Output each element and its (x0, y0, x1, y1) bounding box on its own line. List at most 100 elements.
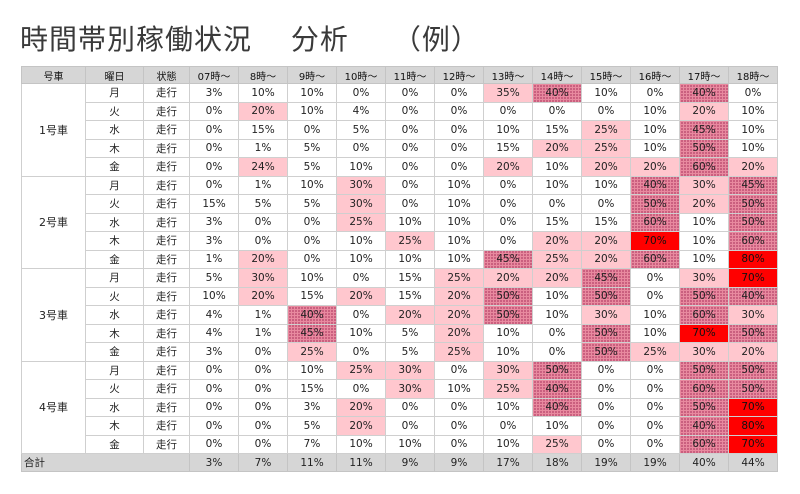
value-cell: 10% (630, 323, 680, 343)
value-cell: 24% (238, 157, 288, 177)
value-cell: 0% (581, 379, 631, 399)
table-row: 木走行 0% 0% 5% 20% 0% 0% 0% 10% 0% 0% 40% 80% (22, 416, 778, 436)
status-cell: 走行 (143, 120, 190, 140)
value-cell: 0% (483, 194, 533, 214)
value-cell: 0% (385, 120, 435, 140)
status-cell: 走行 (143, 286, 190, 306)
value-cell: 1% (238, 323, 288, 343)
value-cell: 0% (287, 231, 337, 251)
value-cell: 10% (728, 138, 778, 158)
value-cell: 50% (728, 323, 778, 343)
value-cell: 0% (189, 101, 239, 121)
value-cell: 0% (434, 157, 484, 177)
value-cell: 3% (189, 83, 239, 103)
value-cell: 10% (287, 83, 337, 103)
value-cell: 10% (728, 120, 778, 140)
value-cell: 15% (287, 379, 337, 399)
table-row: 2号車月走行 0% 1% 10% 30% 0% 10% 0% 10% 10% 40% 30% 45% (21, 175, 778, 269)
value-cell: 10% (728, 101, 778, 121)
table-row: 木走行 3% 0% 0% 10% 25% 10% 0% 20% 20% 70% 10% 60% (22, 231, 778, 251)
value-cell: 40% (287, 305, 337, 325)
status-cell: 走行 (143, 101, 190, 121)
value-cell: 50% (728, 379, 778, 399)
day-cell: 月 (85, 360, 144, 380)
value-cell: 0% (532, 323, 582, 343)
value-cell: 25% (336, 212, 386, 232)
table-row: 火走行 0% 0% 15% 0% 30% 10% 25% 40% 0% 0% 60% 50% (22, 379, 778, 399)
value-cell: 0% (189, 397, 239, 417)
value-cell: 0% (434, 83, 484, 103)
table-row: 金走行 3% 0% 25% 0% 5% 25% 10% 0% 50% 25% 30% 20% (22, 342, 778, 362)
value-cell: 10% (483, 342, 533, 362)
value-cell: 25% (581, 138, 631, 158)
value-cell: 0% (630, 397, 680, 417)
table-body: 1号車月走行 3% 10% 10% 0% 0% 0% 35% 40% 10% 0% 40% 0% 火走行 0… (21, 83, 778, 454)
total-cell: 11% (287, 453, 337, 472)
value-cell: 0% (630, 379, 680, 399)
day-cell: 月 (85, 175, 144, 195)
day-cell: 月 (85, 83, 144, 103)
table-row: 木走行 0% 1% 5% 0% 0% 0% 15% 20% 25% 10% 50% 10% (22, 138, 778, 158)
value-cell: 25% (434, 342, 484, 362)
value-cell: 10% (679, 231, 729, 251)
total-cell: 3% (189, 453, 239, 472)
value-cell: 40% (532, 397, 582, 417)
day-cell: 水 (85, 397, 144, 417)
value-cell: 3% (189, 342, 239, 362)
value-cell: 30% (385, 360, 435, 380)
total-cell: 9% (434, 453, 484, 472)
value-cell: 20% (532, 138, 582, 158)
value-cell: 0% (434, 360, 484, 380)
value-cell: 0% (189, 175, 239, 195)
value-cell: 20% (581, 231, 631, 251)
value-cell: 0% (336, 138, 386, 158)
value-cell: 0% (630, 268, 680, 288)
header-row: 号車 曜日 状態 07時～ 8時～ 9時～ 10時～ 11時～ 12時～ 13時… (21, 66, 778, 84)
value-cell: 5% (287, 157, 337, 177)
value-cell: 25% (630, 342, 680, 362)
total-cell: 44% (728, 453, 778, 472)
value-cell: 40% (532, 379, 582, 399)
value-cell: 30% (336, 175, 386, 195)
value-cell: 10% (434, 249, 484, 269)
value-cell: 25% (483, 379, 533, 399)
value-cell: 60% (728, 231, 778, 251)
value-cell: 0% (385, 416, 435, 436)
value-cell: 0% (238, 342, 288, 362)
header-hour: 16時～ (630, 66, 680, 84)
value-cell: 20% (434, 286, 484, 306)
value-cell: 30% (679, 342, 729, 362)
value-cell: 1% (189, 249, 239, 269)
header-hour: 10時～ (336, 66, 386, 84)
value-cell: 10% (336, 249, 386, 269)
value-cell: 20% (238, 249, 288, 269)
value-cell: 0% (532, 101, 582, 121)
total-cell: 18% (532, 453, 582, 472)
table-row: 水走行 4% 1% 40% 0% 20% 20% 50% 10% 30% 10% 60% 30% (22, 305, 778, 325)
value-cell: 0% (630, 416, 680, 436)
value-cell: 30% (581, 305, 631, 325)
value-cell: 20% (630, 157, 680, 177)
header-hour: 15時～ (581, 66, 631, 84)
value-cell: 10% (287, 175, 337, 195)
total-cell: 7% (238, 453, 288, 472)
value-cell: 20% (336, 286, 386, 306)
table-row: 4号車月走行 0% 0% 10% 25% 30% 0% 30% 50% 0% 0% 50% 50% (21, 360, 778, 454)
value-cell: 15% (385, 268, 435, 288)
table-row: 金走行 1% 20% 0% 10% 10% 10% 45% 25% 20% 60% 10% 80% (22, 249, 778, 269)
value-cell: 10% (483, 120, 533, 140)
table-row: 金走行 0% 0% 7% 10% 10% 0% 10% 25% 0% 0% 60% 70% (22, 434, 778, 454)
value-cell: 40% (532, 83, 582, 103)
value-cell: 10% (483, 397, 533, 417)
value-cell: 10% (189, 286, 239, 306)
value-cell: 0% (532, 194, 582, 214)
value-cell: 10% (630, 138, 680, 158)
value-cell: 0% (238, 379, 288, 399)
value-cell: 0% (434, 120, 484, 140)
value-cell: 0% (238, 416, 288, 436)
page-title: 時間帯別稼働状況 分析 （例） (20, 23, 480, 56)
value-cell: 0% (434, 416, 484, 436)
value-cell: 20% (532, 231, 582, 251)
value-cell: 0% (483, 175, 533, 195)
total-cell: 40% (679, 453, 729, 472)
